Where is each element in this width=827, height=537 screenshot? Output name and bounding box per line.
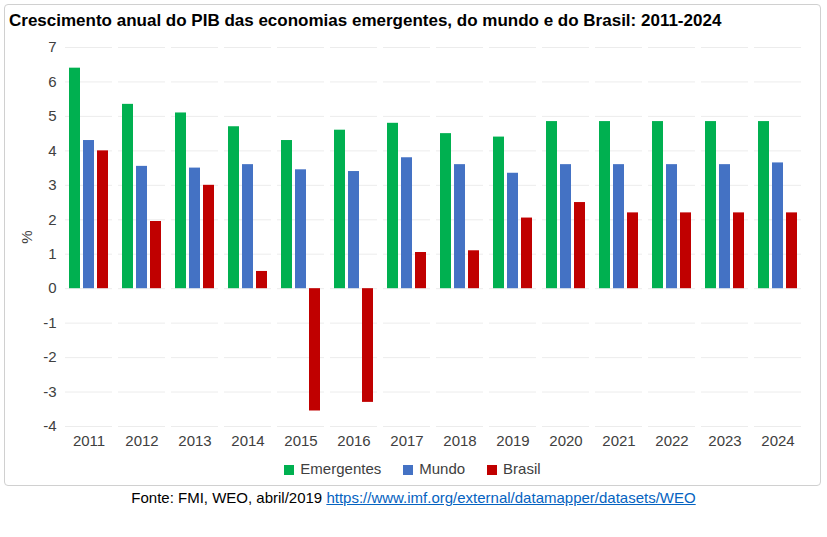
svg-text:2019: 2019 bbox=[496, 432, 529, 449]
svg-text:5: 5 bbox=[48, 107, 56, 124]
svg-text:3: 3 bbox=[48, 176, 56, 193]
svg-text:2015: 2015 bbox=[284, 432, 317, 449]
svg-text:2023: 2023 bbox=[708, 432, 741, 449]
svg-text:-4: -4 bbox=[43, 417, 56, 434]
svg-text:-1: -1 bbox=[43, 314, 56, 331]
svg-text:%: % bbox=[18, 230, 35, 243]
svg-text:7: 7 bbox=[48, 38, 56, 55]
svg-text:4: 4 bbox=[48, 142, 56, 159]
svg-text:2021: 2021 bbox=[602, 432, 635, 449]
html-text:Emergentes: Emergentes bbox=[300, 460, 382, 477]
svg-text:2024: 2024 bbox=[761, 432, 794, 449]
svg-text:-2: -2 bbox=[43, 348, 56, 365]
svg-text:2017: 2017 bbox=[390, 432, 423, 449]
html-text:Mundo: Mundo bbox=[419, 460, 466, 477]
svg-text:6: 6 bbox=[48, 73, 56, 90]
svg-text:-3: -3 bbox=[43, 383, 56, 400]
svg-text:1: 1 bbox=[48, 245, 56, 262]
svg-text:2013: 2013 bbox=[178, 432, 211, 449]
svg-text:2020: 2020 bbox=[549, 432, 582, 449]
svg-text:2014: 2014 bbox=[231, 432, 264, 449]
html-text:Fonte: FMI, WEO, abril/2019 ht: Fonte: FMI, WEO, abril/2019 https://www.… bbox=[131, 489, 696, 506]
svg-text:2022: 2022 bbox=[655, 432, 688, 449]
svg-text:0: 0 bbox=[48, 279, 56, 296]
html-text:Crescimento anual do PIB das e: Crescimento anual do PIB das economias e… bbox=[9, 11, 722, 30]
svg-text:2: 2 bbox=[48, 211, 56, 228]
svg-text:2016: 2016 bbox=[337, 432, 370, 449]
svg-text:2011: 2011 bbox=[73, 432, 105, 449]
svg-text:2012: 2012 bbox=[125, 432, 158, 449]
svg-text:2018: 2018 bbox=[443, 432, 476, 449]
html-text:Brasil: Brasil bbox=[503, 460, 541, 477]
